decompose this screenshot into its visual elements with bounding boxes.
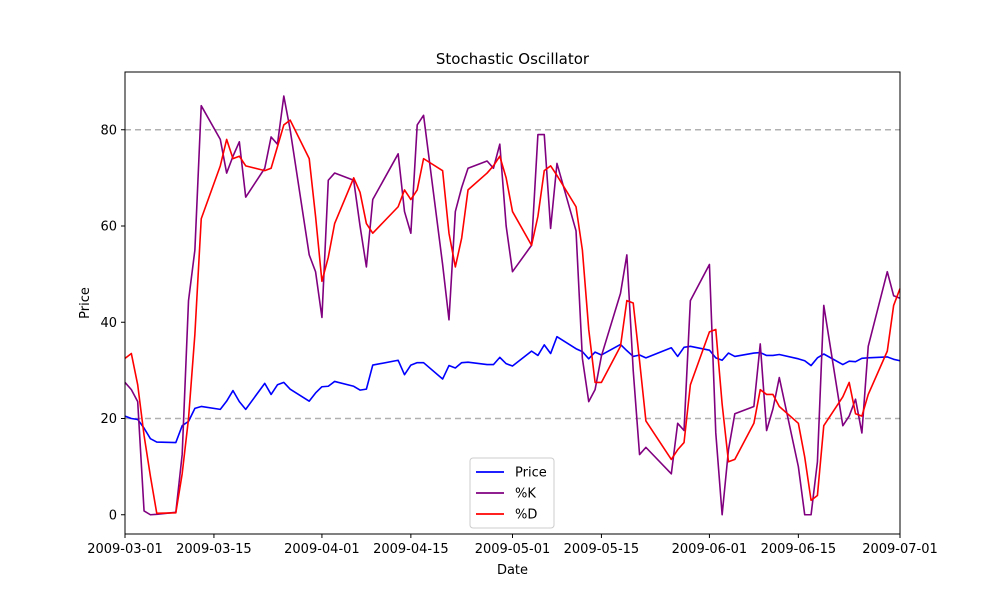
series-line-price	[124, 335, 901, 444]
legend: Price %K %D	[469, 457, 555, 529]
y-tick-label: 40	[100, 316, 117, 331]
y-tick-label: 60	[100, 220, 117, 235]
y-tick-label: 0	[109, 508, 117, 523]
x-tick-label: 2009-03-15	[176, 542, 252, 557]
x-axis-label: Date	[497, 563, 528, 578]
series-line-pct-d	[124, 119, 901, 515]
x-tick-label: 2009-04-01	[284, 542, 360, 557]
x-tick-label: 2009-05-01	[475, 542, 551, 557]
legend-label: Price	[515, 466, 547, 481]
y-tick-label: 80	[100, 123, 117, 138]
x-tick-label: 2009-04-15	[373, 542, 449, 557]
x-axis: 2009-03-01 2009-03-15 2009-04-01 2009-04-15…	[87, 534, 938, 557]
y-axis: 0 20 40 60 80	[100, 123, 125, 523]
x-tick-label: 2009-06-15	[761, 542, 837, 557]
chart-title: Stochastic Oscillator	[436, 50, 590, 68]
x-tick-label: 2009-05-15	[564, 542, 640, 557]
y-tick-label: 20	[100, 412, 117, 427]
x-tick-label: 2009-07-01	[862, 542, 938, 557]
y-axis-label: Price	[78, 287, 93, 319]
x-tick-label: 2009-03-01	[87, 542, 163, 557]
legend-box	[469, 457, 555, 529]
legend-label: %K	[515, 487, 536, 502]
legend-label: %D	[515, 508, 537, 523]
x-tick-label: 2009-06-01	[672, 542, 748, 557]
series-layer	[124, 95, 901, 516]
